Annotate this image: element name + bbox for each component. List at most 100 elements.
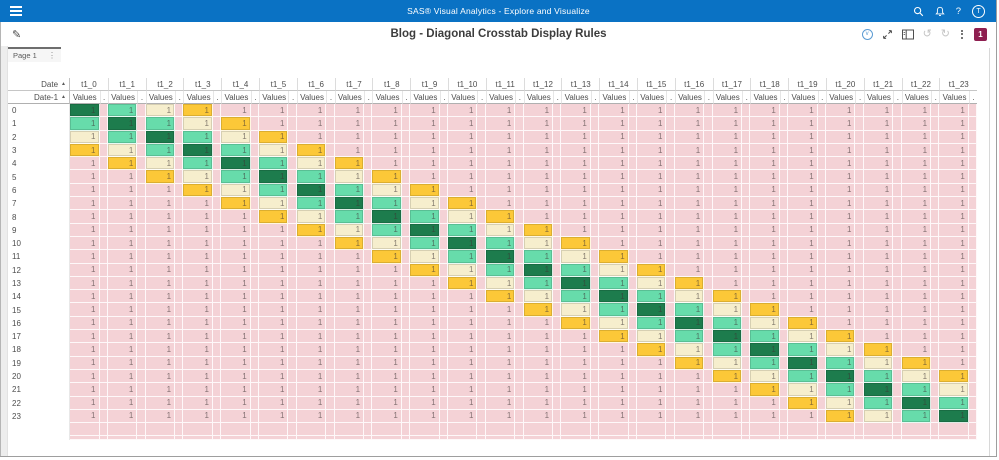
crosstab-value-cell[interactable]: 1	[788, 130, 818, 144]
crosstab-value-cell[interactable]: 1	[674, 263, 705, 277]
user-avatar[interactable]: T	[972, 4, 985, 18]
crosstab-value-cell[interactable]: 1	[599, 263, 629, 277]
crosstab-value-cell[interactable]: 1	[788, 409, 818, 424]
crosstab-value-cell[interactable]: 1	[523, 369, 554, 384]
crosstab-value-cell[interactable]: 1	[221, 104, 251, 118]
crosstab-value-cell[interactable]: 1	[863, 143, 894, 158]
measure-header-values[interactable]: Values	[939, 91, 969, 104]
measure-header-values[interactable]: Values	[485, 91, 516, 104]
crosstab-value-cell[interactable]: 1	[70, 143, 100, 158]
measure-header-values[interactable]: Values	[296, 91, 327, 104]
crosstab-value-cell[interactable]: 1	[523, 276, 554, 291]
crosstab-value-cell[interactable]: 1	[674, 343, 705, 357]
crosstab-value-cell[interactable]: 1	[750, 104, 780, 118]
crosstab-value-cell[interactable]: 1	[599, 210, 629, 224]
measure-header-values[interactable]: Values	[447, 91, 478, 104]
column-header-t1_20[interactable]: t1_20	[825, 78, 864, 91]
crosstab-value-cell[interactable]: 1	[788, 316, 818, 331]
crosstab-value-cell[interactable]: 1	[485, 183, 516, 198]
crosstab-value-cell[interactable]: 1	[372, 383, 402, 397]
crosstab-value-cell[interactable]: 1	[712, 117, 743, 131]
crosstab-value-cell[interactable]: 1	[901, 210, 932, 224]
crosstab-value-cell[interactable]: 1	[296, 303, 327, 317]
crosstab-value-cell[interactable]: 1	[863, 130, 894, 144]
crosstab-value-cell[interactable]: 1	[599, 183, 629, 198]
crosstab-value-cell[interactable]: 1	[410, 143, 440, 158]
crosstab-value-cell[interactable]: 1	[674, 210, 705, 224]
crosstab-value-cell[interactable]: 1	[107, 157, 138, 171]
crosstab-value-cell[interactable]: 1	[825, 143, 856, 158]
crosstab-value-cell[interactable]: 1	[712, 104, 743, 118]
crosstab-value-cell[interactable]: 1	[825, 223, 856, 237]
more-options-icon[interactable]	[959, 29, 965, 39]
crosstab-value-cell[interactable]: 1	[70, 343, 100, 357]
crosstab-value-cell[interactable]: 1	[863, 104, 894, 118]
crosstab-value-cell[interactable]: 1	[939, 143, 969, 158]
crosstab-value-cell[interactable]: 1	[183, 369, 213, 384]
crosstab-value-cell[interactable]: 1	[107, 409, 138, 424]
crosstab-value-cell[interactable]: 1	[674, 170, 705, 184]
crosstab-value-cell[interactable]: 1	[599, 343, 629, 357]
crosstab-value-cell[interactable]: 1	[334, 263, 365, 277]
crosstab-value-cell[interactable]: 1	[334, 130, 365, 144]
crosstab-value-cell[interactable]: 1	[258, 316, 289, 331]
crosstab-value-cell[interactable]: 1	[636, 130, 667, 144]
crosstab-value-cell[interactable]: 1	[825, 197, 856, 211]
column-header-t1_9[interactable]: t1_9	[410, 78, 448, 91]
crosstab-value-cell[interactable]: 1	[599, 197, 629, 211]
crosstab-value-cell[interactable]: 1	[825, 356, 856, 370]
crosstab-value-cell[interactable]: 1	[183, 117, 213, 131]
crosstab-value-cell[interactable]: 1	[372, 170, 402, 184]
crosstab-value-cell[interactable]: 1	[296, 197, 327, 211]
tab-page-1[interactable]: Page 1 ⋮	[8, 47, 61, 62]
row-header-2[interactable]: 2	[8, 130, 70, 144]
crosstab-value-cell[interactable]: 1	[183, 104, 213, 118]
crosstab-value-cell[interactable]: 1	[70, 396, 100, 410]
crosstab-value-cell[interactable]: 1	[372, 409, 402, 424]
crosstab-value-cell[interactable]: 1	[750, 170, 780, 184]
crosstab-value-cell[interactable]: 1	[221, 183, 251, 198]
crosstab-value-cell[interactable]: 1	[561, 170, 591, 184]
maximize-icon[interactable]	[882, 29, 893, 40]
crosstab-value-cell[interactable]: 1	[825, 117, 856, 131]
crosstab-value-cell[interactable]: 1	[523, 170, 554, 184]
crosstab-value-cell[interactable]: 1	[485, 210, 516, 224]
crosstab-value-cell[interactable]: 1	[221, 263, 251, 277]
crosstab-value-cell[interactable]: 1	[145, 236, 176, 251]
crosstab-value-cell[interactable]: 1	[825, 236, 856, 251]
crosstab-value-cell[interactable]: 1	[447, 117, 478, 131]
crosstab-value-cell[interactable]: 1	[258, 276, 289, 291]
crosstab-value-cell[interactable]: 1	[372, 303, 402, 317]
crosstab-value-cell[interactable]: 1	[523, 330, 554, 344]
crosstab-value-cell[interactable]: 1	[863, 316, 894, 331]
crosstab-value-cell[interactable]: 1	[901, 170, 932, 184]
crosstab-value-cell[interactable]: 1	[447, 383, 478, 397]
crosstab-value-cell[interactable]: 1	[145, 290, 176, 304]
crosstab-value-cell[interactable]: 1	[258, 290, 289, 304]
crosstab-value-cell[interactable]: 1	[599, 250, 629, 264]
crosstab-value-cell[interactable]: 1	[107, 316, 138, 331]
crosstab-value-cell[interactable]: 1	[825, 396, 856, 410]
crosstab-value-cell[interactable]: 1	[447, 330, 478, 344]
crosstab-value-cell[interactable]: 1	[70, 409, 100, 424]
crosstab-value-cell[interactable]: 1	[334, 117, 365, 131]
crosstab-value-cell[interactable]: 1	[485, 250, 516, 264]
crosstab-value-cell[interactable]: 1	[410, 276, 440, 291]
crosstab-value-cell[interactable]: 1	[523, 143, 554, 158]
crosstab-value-cell[interactable]: 1	[485, 170, 516, 184]
row-header-23[interactable]: 23	[8, 409, 70, 424]
crosstab-value-cell[interactable]: 1	[221, 356, 251, 370]
crosstab-value-cell[interactable]: 1	[636, 197, 667, 211]
crosstab-value-cell[interactable]: 1	[70, 170, 100, 184]
crosstab-value-cell[interactable]: 1	[107, 303, 138, 317]
crosstab-value-cell[interactable]: 1	[863, 197, 894, 211]
crosstab-value-cell[interactable]: 1	[523, 409, 554, 424]
crosstab-value-cell[interactable]: 1	[447, 130, 478, 144]
crosstab-value-cell[interactable]: 1	[523, 316, 554, 331]
crosstab-value-cell[interactable]: 1	[712, 303, 743, 317]
crosstab-value-cell[interactable]: 1	[825, 343, 856, 357]
crosstab-value-cell[interactable]: 1	[107, 290, 138, 304]
crosstab-value-cell[interactable]: 1	[674, 316, 705, 331]
crosstab-value-cell[interactable]: 1	[372, 236, 402, 251]
crosstab-value-cell[interactable]: 1	[523, 303, 554, 317]
